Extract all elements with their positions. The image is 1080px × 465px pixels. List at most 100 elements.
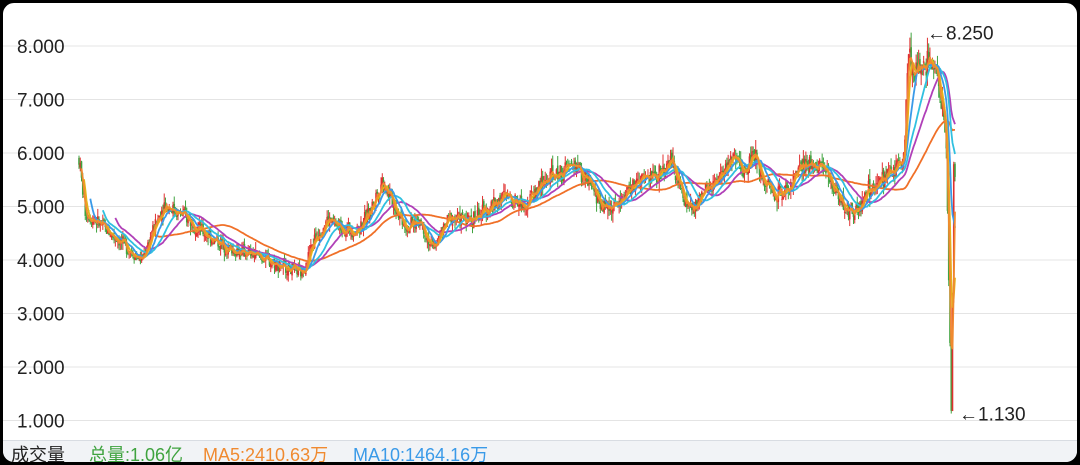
candle-body <box>950 342 953 411</box>
ma-3-line <box>80 56 956 350</box>
candle-body <box>206 237 208 239</box>
candle-body <box>909 48 911 53</box>
candle-body <box>180 214 183 216</box>
candle-body <box>865 192 867 196</box>
candle-body <box>388 191 391 199</box>
candle-body <box>248 249 251 251</box>
candle-body <box>115 241 118 243</box>
candle-body <box>724 163 727 172</box>
candle-body <box>78 157 80 165</box>
candle-body <box>818 159 821 164</box>
candle-body <box>781 198 783 200</box>
candle-body <box>203 235 206 237</box>
candle-body <box>164 201 167 211</box>
candle-body <box>350 232 352 235</box>
candle-body <box>320 234 322 236</box>
candle-body <box>585 173 588 175</box>
y-tick-label: 2.000 <box>17 358 65 379</box>
candle-body <box>242 246 244 250</box>
candle-body <box>868 179 871 198</box>
candle-body <box>168 207 171 212</box>
candle-body <box>565 164 568 166</box>
y-tick-label: 8.000 <box>17 37 65 58</box>
candle-body <box>95 223 98 226</box>
candle-body <box>560 166 563 178</box>
candle-body <box>477 207 480 221</box>
candle-body <box>625 191 628 193</box>
candle-body <box>406 229 409 232</box>
candle-body <box>158 215 161 218</box>
candle-body <box>855 205 857 211</box>
candle-body <box>576 163 579 165</box>
candle-body <box>575 165 578 172</box>
candle-body <box>85 217 88 219</box>
candle-body <box>612 205 614 214</box>
candle-body <box>183 208 186 211</box>
candle-body <box>848 207 851 220</box>
candle-body <box>925 71 927 76</box>
candle-body <box>890 166 892 172</box>
candle-body <box>193 231 196 233</box>
candle-body <box>326 216 328 220</box>
candle-body <box>152 225 154 236</box>
volume-ma5: MA5:2410.63万 <box>203 445 329 465</box>
candle-body <box>580 168 583 182</box>
candle-body <box>696 200 698 210</box>
candle-body <box>429 244 431 247</box>
candle-body <box>474 210 476 220</box>
candle-body <box>872 186 875 189</box>
candle-body <box>518 203 520 207</box>
candle-body <box>564 162 567 167</box>
candle-body <box>211 239 213 245</box>
candle-body <box>381 177 384 186</box>
candle-body <box>194 234 197 236</box>
candle-body <box>503 191 505 193</box>
candle-body <box>790 181 792 191</box>
candle-body <box>372 201 375 205</box>
candle-body <box>187 217 189 224</box>
candle-body <box>566 165 569 167</box>
candle-body <box>538 181 540 190</box>
candle-body <box>447 215 450 217</box>
candle-body <box>570 160 573 166</box>
max-price-annotation: ←8.250 <box>927 24 994 45</box>
candle-body <box>322 228 325 233</box>
volume-bar: 成交量 总量:1.06亿 MA5:2410.63万 MA10:1464.16万 <box>3 440 1077 465</box>
candle-body <box>798 164 801 167</box>
candle-body <box>482 201 485 208</box>
candle-body <box>605 207 608 209</box>
candle-body <box>662 165 664 171</box>
candle-body <box>89 220 92 222</box>
y-tick-label: 6.000 <box>17 144 65 165</box>
ma-5-line <box>83 57 956 308</box>
candle-body <box>838 198 841 203</box>
candle-body <box>764 185 767 187</box>
candle-body <box>916 62 919 71</box>
y-tick-label: 7.000 <box>17 91 65 112</box>
candle-body <box>896 160 899 165</box>
candle-body <box>411 216 414 224</box>
candle-body <box>914 74 916 82</box>
candle-body <box>758 164 761 175</box>
annotations: ←8.250 ←1.130 <box>927 24 1026 426</box>
candle-body <box>759 169 762 177</box>
candle-body <box>748 156 751 168</box>
candle-body <box>269 263 272 267</box>
candle-body <box>752 151 755 153</box>
candle-body <box>268 258 271 266</box>
candle-body <box>163 202 166 214</box>
candle-body <box>670 152 673 161</box>
moving-averages <box>80 56 956 350</box>
candle-body <box>133 255 135 260</box>
candle-body <box>825 170 827 174</box>
candle-body <box>927 52 930 61</box>
candle-body <box>457 212 460 214</box>
candle-body <box>399 214 401 219</box>
candle-body <box>351 233 354 238</box>
candle-body <box>952 164 955 293</box>
candle-body <box>297 267 300 275</box>
candle-body <box>376 191 379 194</box>
candle-body <box>278 266 281 269</box>
candle-body <box>655 178 658 183</box>
candle-body <box>920 65 922 75</box>
